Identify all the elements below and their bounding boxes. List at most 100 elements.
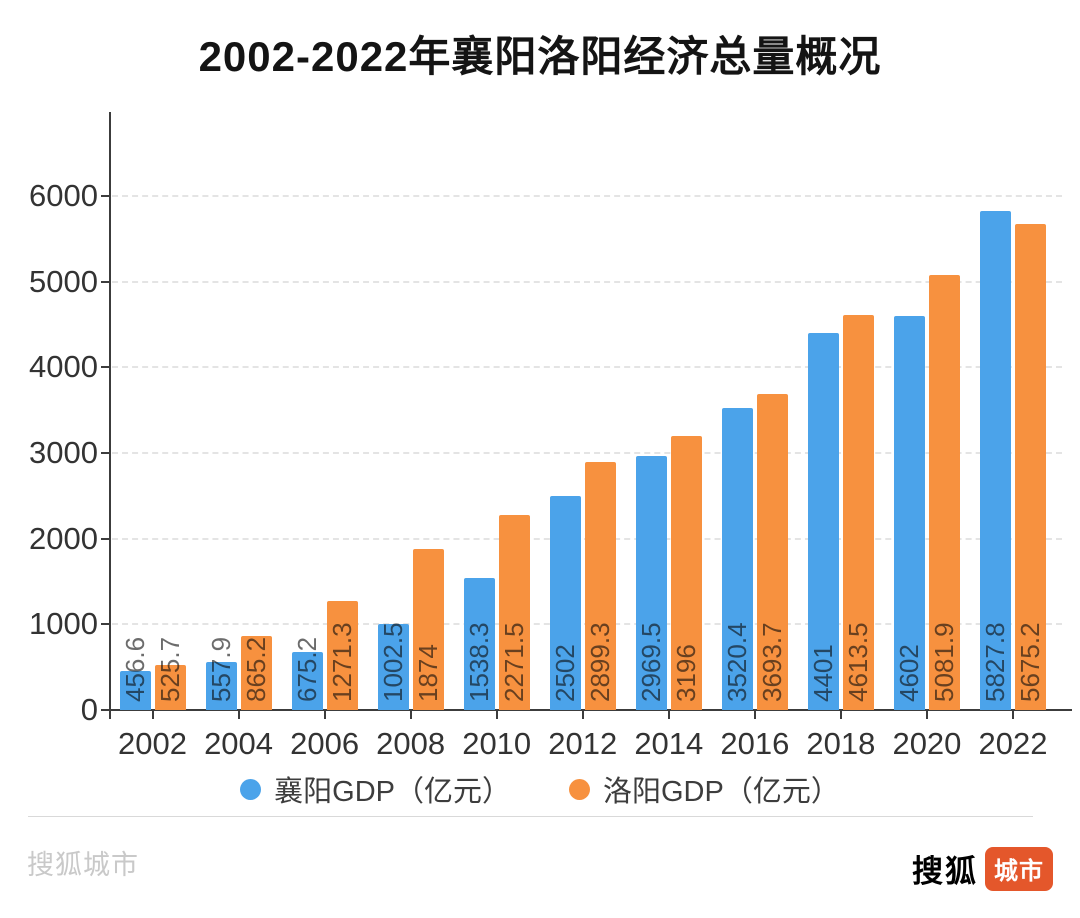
luoyang-gdp-value-label-2002: 525.7 bbox=[154, 636, 185, 702]
luoyang-gdp-bar-2002 bbox=[154, 664, 186, 710]
xiangyang-series-dot-icon bbox=[240, 778, 262, 800]
luoyang-gdp-bar-2016 bbox=[756, 393, 788, 710]
xiangyang-gdp-bar-2004 bbox=[205, 662, 237, 710]
y-gridline-6000 bbox=[112, 195, 1062, 197]
luoyang-gdp-bar-2012 bbox=[584, 461, 616, 710]
luoyang-gdp-value-label-2022: 5675.2 bbox=[1015, 622, 1045, 702]
x-axis-label-2016: 2016 bbox=[720, 726, 790, 761]
x-axis-label-2014: 2014 bbox=[634, 726, 704, 761]
xiangyang-gdp-bar-2022 bbox=[980, 210, 1011, 710]
x-axis-tick-2002 bbox=[151, 710, 154, 719]
xiangyang-gdp-value-label-2010: 1538.3 bbox=[463, 622, 494, 702]
legend-item-luoyang: 洛阳GDP（亿元） bbox=[569, 768, 840, 810]
xiangyang-gdp-bar-2016 bbox=[721, 408, 753, 710]
xiangyang-gdp-bar-2012 bbox=[549, 495, 581, 710]
x-axis-label-2012: 2012 bbox=[548, 726, 618, 761]
y-axis-tick-3000 bbox=[101, 452, 110, 454]
x-axis-label-2018: 2018 bbox=[806, 726, 876, 761]
x-axis-tick-2022 bbox=[1012, 710, 1014, 719]
watermark-text: 搜狐城市 bbox=[27, 850, 139, 880]
y-axis-label-6000: 6000 bbox=[29, 178, 98, 213]
luoyang-gdp-value-label-2018: 4613.5 bbox=[842, 622, 873, 702]
luoyang-gdp-value-label-2006: 1271.3 bbox=[326, 622, 357, 702]
xiangyang-gdp-bar-2010 bbox=[463, 578, 495, 710]
y-axis-tick-2000 bbox=[101, 537, 110, 540]
legend-label-luoyang: 洛阳GDP（亿元） bbox=[603, 776, 840, 808]
y-gridline-3000 bbox=[112, 452, 1062, 454]
luoyang-gdp-bar-2022 bbox=[1015, 223, 1046, 710]
luoyang-gdp-value-label-2016: 3693.7 bbox=[756, 622, 787, 702]
y-axis-tick-0 bbox=[101, 709, 110, 711]
x-axis-line bbox=[109, 709, 1072, 711]
xiangyang-gdp-bar-2002 bbox=[119, 670, 151, 710]
x-axis-label-2002: 2002 bbox=[118, 726, 187, 761]
sohu-city-logo: 搜狐 城市 bbox=[912, 846, 1053, 891]
y-axis-tick-4000 bbox=[101, 366, 110, 369]
y-axis-tick-1000 bbox=[101, 623, 110, 626]
y-axis-tick-6000 bbox=[101, 195, 110, 197]
x-axis-label-2008: 2008 bbox=[376, 726, 446, 761]
luoyang-gdp-value-label-2008: 1874 bbox=[412, 644, 443, 702]
xiangyang-gdp-value-label-2018: 4401 bbox=[807, 644, 838, 702]
luoyang-gdp-bar-2008 bbox=[412, 549, 444, 710]
y-gridline-4000 bbox=[112, 366, 1062, 369]
xiangyang-gdp-value-label-2020: 4602 bbox=[893, 644, 924, 702]
x-axis-tick-2006 bbox=[323, 710, 326, 719]
y-axis-label-2000: 2000 bbox=[29, 520, 98, 556]
luoyang-series-dot-icon bbox=[569, 778, 590, 800]
y-axis-line bbox=[109, 112, 111, 719]
city-logo-badge: 城市 bbox=[985, 846, 1053, 891]
x-axis-label-2010: 2010 bbox=[462, 726, 532, 761]
x-axis-tick-2010 bbox=[495, 710, 498, 719]
x-axis-tick-2012 bbox=[581, 710, 584, 719]
y-axis-label-1000: 1000 bbox=[29, 606, 98, 642]
luoyang-gdp-bar-2020 bbox=[928, 274, 960, 710]
xiangyang-gdp-value-label-2016: 3520.4 bbox=[721, 622, 752, 702]
x-axis-tick-2008 bbox=[409, 710, 412, 719]
footer-divider bbox=[28, 816, 1033, 817]
xiangyang-gdp-value-label-2012: 2502 bbox=[549, 644, 580, 702]
xiangyang-gdp-value-label-2014: 2969.5 bbox=[635, 622, 666, 702]
sohu-logo-text: 搜狐 bbox=[912, 854, 978, 889]
xiangyang-gdp-bar-2020 bbox=[893, 315, 925, 710]
luoyang-gdp-bar-2004 bbox=[240, 635, 272, 710]
luoyang-gdp-value-label-2012: 2899.3 bbox=[584, 622, 615, 702]
luoyang-gdp-bar-2006 bbox=[326, 601, 358, 710]
xiangyang-gdp-bar-2006 bbox=[291, 652, 323, 710]
luoyang-gdp-value-label-2004: 865.2 bbox=[240, 636, 271, 702]
x-axis-label-2006: 2006 bbox=[290, 726, 360, 761]
chart-legend: 襄阳GDP（亿元） 洛阳GDP（亿元） bbox=[0, 768, 1080, 810]
x-axis-tick-2016 bbox=[753, 710, 756, 719]
y-axis-label-5000: 5000 bbox=[29, 263, 98, 299]
luoyang-gdp-value-label-2020: 5081.9 bbox=[928, 622, 959, 702]
y-axis-label-4000: 4000 bbox=[29, 349, 98, 385]
xiangyang-gdp-bar-2018 bbox=[807, 332, 839, 710]
x-axis-tick-2004 bbox=[237, 710, 240, 719]
xiangyang-gdp-bar-2008 bbox=[377, 624, 409, 710]
x-axis-label-2022: 2022 bbox=[978, 726, 1048, 761]
xiangyang-gdp-value-label-2004: 557.9 bbox=[205, 636, 236, 702]
y-axis-label-3000: 3000 bbox=[29, 435, 98, 470]
xiangyang-gdp-value-label-2006: 675.2 bbox=[291, 636, 322, 702]
luoyang-gdp-bar-2018 bbox=[842, 314, 874, 710]
y-axis-tick-5000 bbox=[101, 280, 110, 283]
legend-item-xiangyang: 襄阳GDP（亿元） bbox=[240, 768, 511, 810]
x-axis-label-2004: 2004 bbox=[204, 726, 274, 761]
xiangyang-gdp-value-label-2022: 5827.8 bbox=[980, 622, 1010, 702]
x-axis-tick-2014 bbox=[667, 710, 670, 719]
y-gridline-5000 bbox=[112, 280, 1062, 283]
luoyang-gdp-value-label-2014: 3196 bbox=[670, 644, 701, 702]
xiangyang-gdp-value-label-2008: 1002.5 bbox=[377, 622, 408, 702]
xiangyang-gdp-value-label-2002: 456.6 bbox=[119, 636, 150, 702]
legend-label-xiangyang: 襄阳GDP（亿元） bbox=[274, 776, 511, 808]
y-axis-label-0: 0 bbox=[80, 692, 98, 727]
chart-title: 2002-2022年襄阳洛阳经济总量概况 bbox=[198, 33, 882, 80]
xiangyang-gdp-bar-2014 bbox=[635, 455, 667, 710]
luoyang-gdp-value-label-2010: 2271.5 bbox=[498, 622, 529, 702]
x-axis-label-2020: 2020 bbox=[892, 726, 962, 761]
luoyang-gdp-bar-2014 bbox=[670, 436, 702, 710]
x-axis-tick-2018 bbox=[839, 710, 842, 719]
luoyang-gdp-bar-2010 bbox=[498, 515, 530, 710]
